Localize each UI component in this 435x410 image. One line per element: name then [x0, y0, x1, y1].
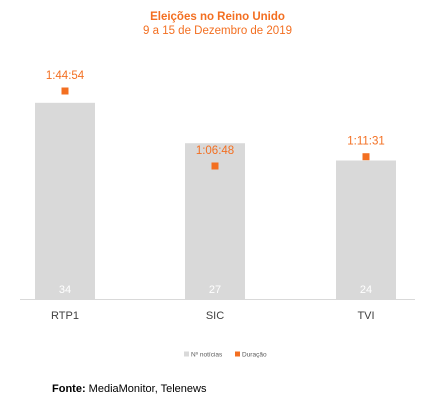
duration-marker [61, 87, 69, 95]
chart-subtitle: 9 a 15 de Dezembro de 2019 [143, 25, 292, 37]
legend-label-duration: Duração [242, 352, 267, 359]
source-label: Fonte: [52, 383, 86, 395]
source-note: Fonte: MediaMonitor, Telenews [52, 383, 206, 395]
duration-marker [211, 162, 219, 170]
bar-rtp1 [35, 102, 95, 299]
duration-label: 1:44:54 [46, 70, 85, 82]
duration-label: 1:11:31 [347, 136, 385, 148]
duration-label: 1:06:48 [196, 145, 234, 157]
chart-title: Eleições no Reino Unido [150, 11, 285, 23]
bar-value-label: 34 [59, 284, 71, 296]
bar-value-label: 27 [209, 284, 221, 296]
legend-label-news: Nº notícias [191, 352, 223, 359]
bar-tvi [336, 160, 396, 299]
duration-marker [362, 153, 370, 161]
bar-value-label: 24 [360, 284, 372, 296]
category-label: TVI [357, 310, 374, 322]
category-label: SIC [206, 310, 224, 322]
source-text: MediaMonitor, Telenews [88, 383, 207, 395]
legend-swatch-duration [235, 351, 240, 357]
category-label: RTP1 [51, 310, 79, 322]
legend-swatch-news [184, 351, 189, 357]
